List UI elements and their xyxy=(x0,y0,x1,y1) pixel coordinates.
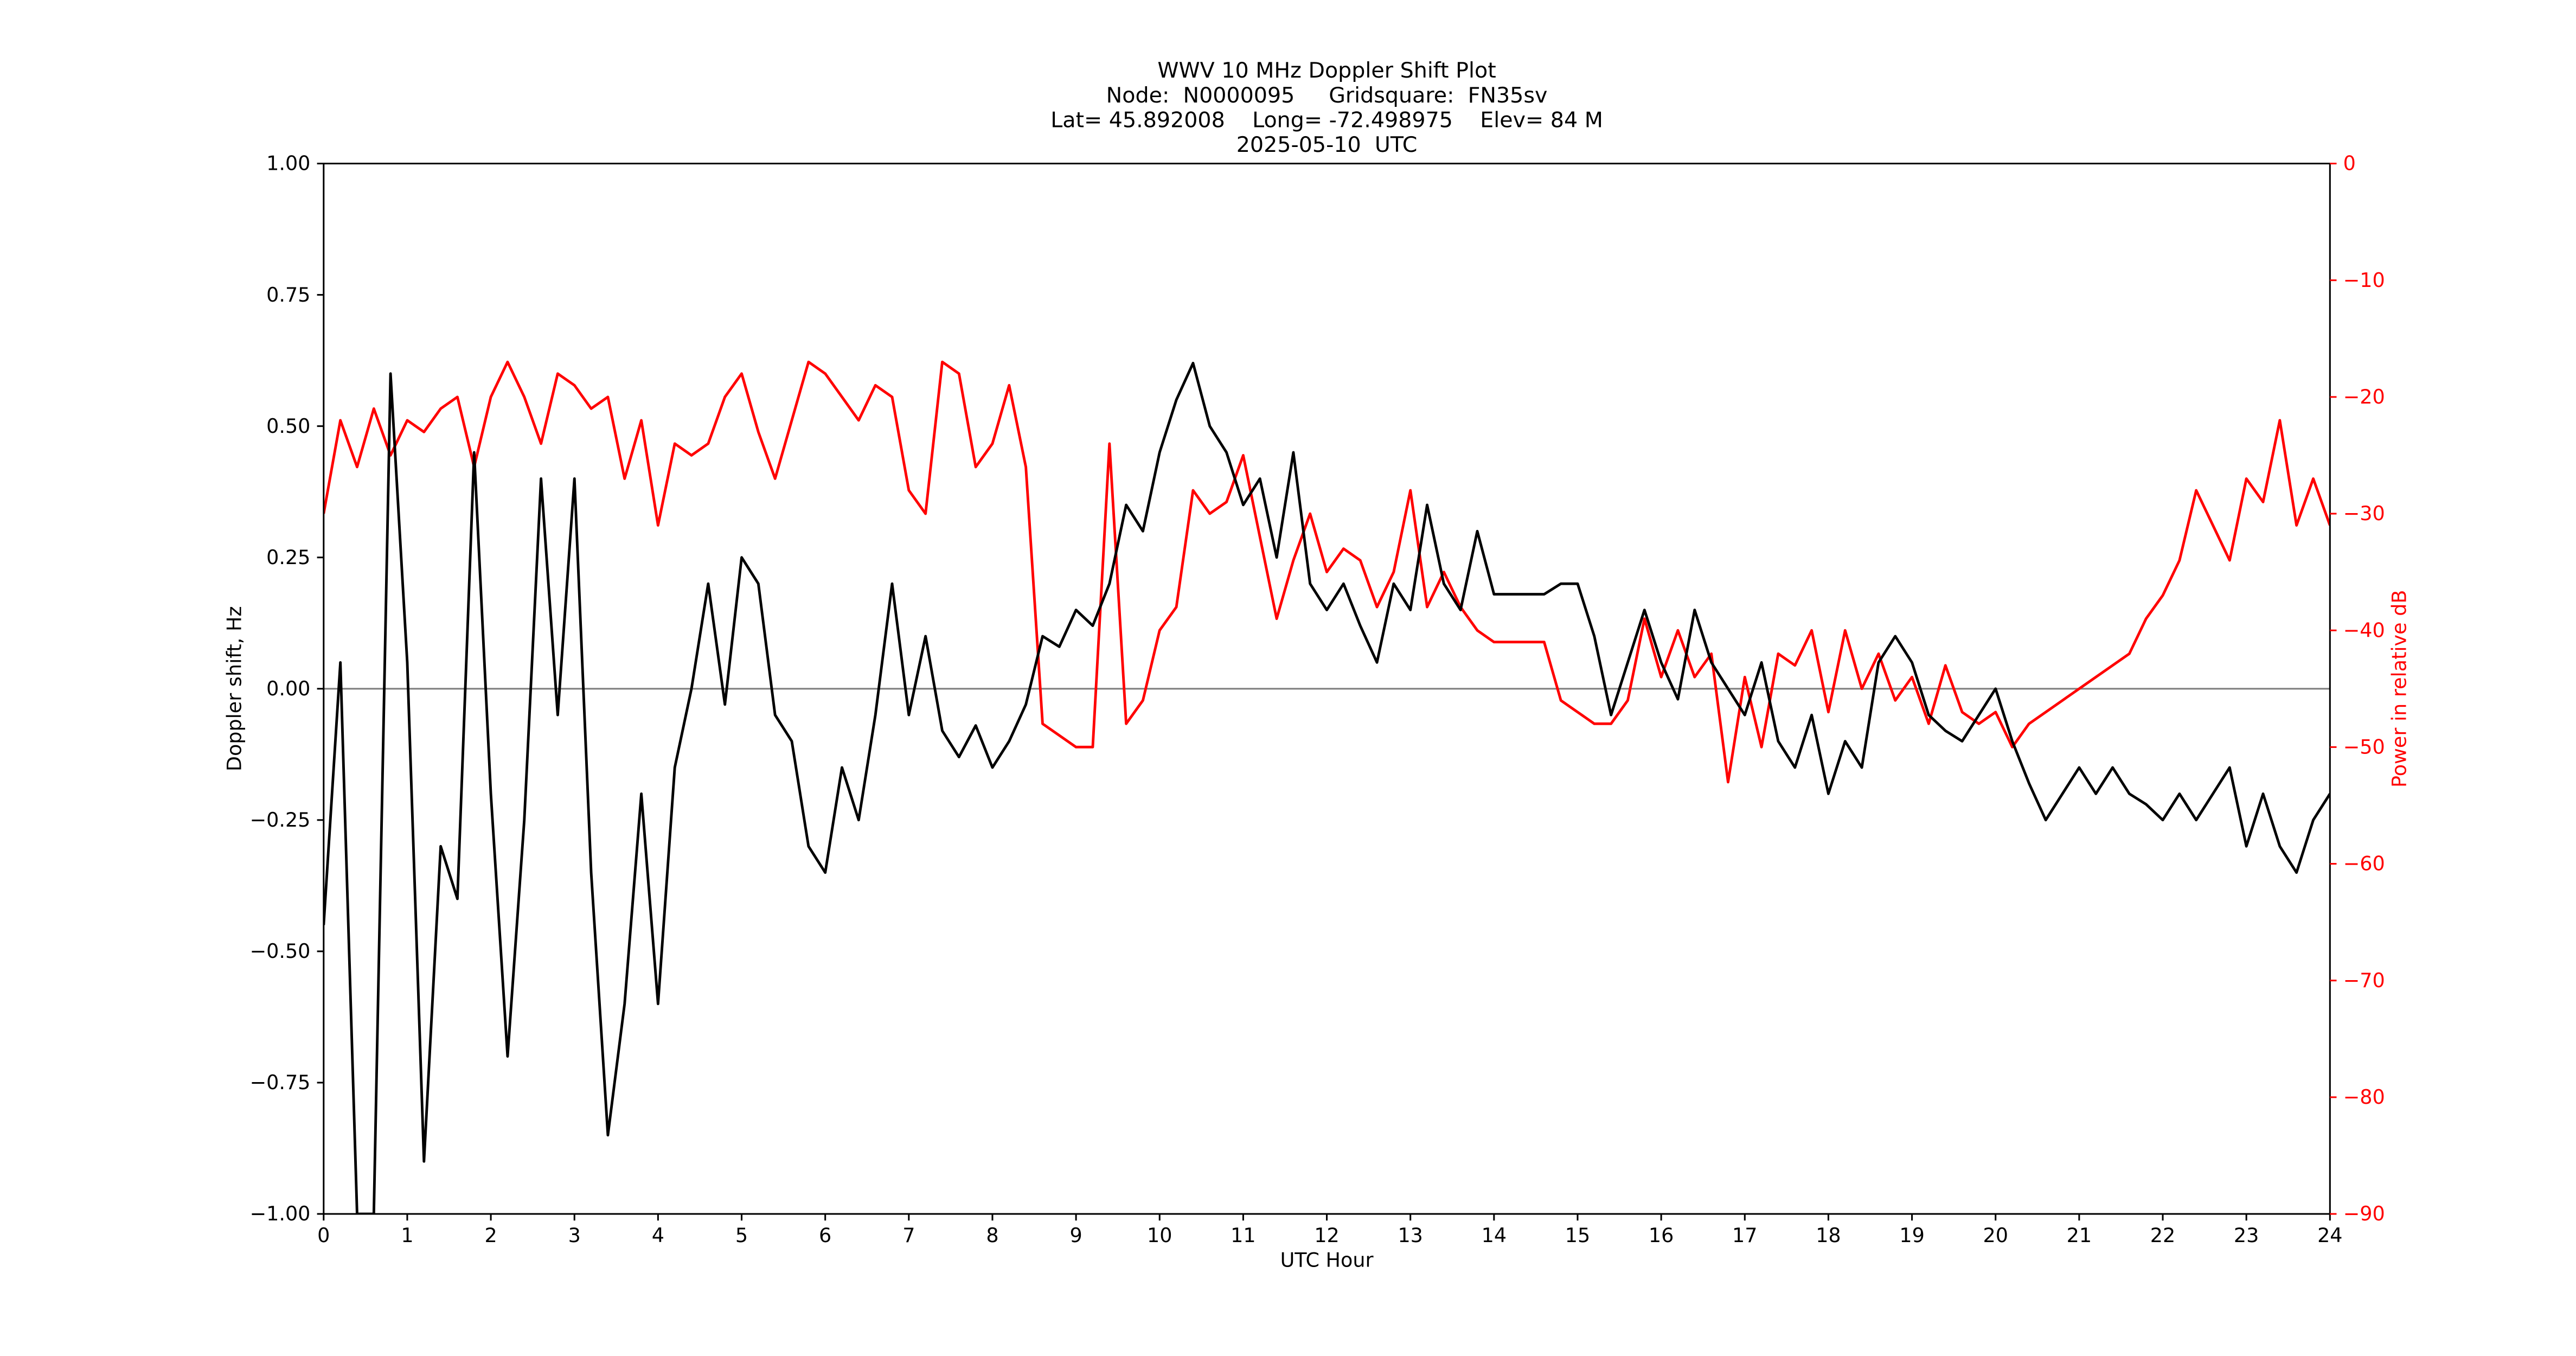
x-tick-label: 20 xyxy=(1983,1224,2008,1247)
x-tick-label: 17 xyxy=(1732,1224,1757,1247)
data-line xyxy=(323,360,2330,784)
x-tick-label: 16 xyxy=(1649,1224,1674,1247)
x-tick-label: 1 xyxy=(401,1224,413,1247)
x-tick-label: 10 xyxy=(1147,1224,1172,1247)
y2-tick-label: −50 xyxy=(2343,735,2385,759)
x-tick-label: 8 xyxy=(986,1224,998,1247)
chart-title: 2025-05-10 UTC xyxy=(1236,132,1418,157)
data-line xyxy=(323,362,2330,1214)
y2-tick-label: −30 xyxy=(2343,502,2385,525)
x-tick-label: 9 xyxy=(1069,1224,1082,1247)
x-tick-label: 3 xyxy=(568,1224,581,1247)
x-tick-label: 13 xyxy=(1398,1224,1422,1247)
y-tick-label: −1.00 xyxy=(250,1202,311,1225)
x-tick-label: 2 xyxy=(484,1224,497,1247)
x-axis-label: UTC Hour xyxy=(1280,1248,1374,1271)
chart-title: WWV 10 MHz Doppler Shift Plot xyxy=(1157,58,1496,83)
y-axis-label: Doppler shift, Hz xyxy=(223,606,246,771)
y2-tick-label: 0 xyxy=(2343,152,2356,175)
x-tick-label: 14 xyxy=(1482,1224,1507,1247)
x-tick-label: 12 xyxy=(1314,1224,1339,1247)
y2-axis-label: Power in relative dB xyxy=(2387,590,2411,788)
y-tick-label: −0.25 xyxy=(250,808,311,831)
x-tick-label: 7 xyxy=(902,1224,915,1247)
x-tick-label: 21 xyxy=(2067,1224,2092,1247)
y2-tick-label: −70 xyxy=(2343,969,2385,992)
x-tick-label: 22 xyxy=(2150,1224,2175,1247)
x-tick-label: 11 xyxy=(1231,1224,1255,1247)
x-tick-label: 4 xyxy=(652,1224,664,1247)
y2-tick-label: −20 xyxy=(2343,385,2385,408)
y-tick-label: 0.00 xyxy=(266,677,310,700)
y2-tick-label: −60 xyxy=(2343,852,2385,875)
y-tick-label: 0.75 xyxy=(266,283,310,306)
y2-tick-label: −10 xyxy=(2343,268,2385,292)
x-tick-label: 24 xyxy=(2317,1224,2342,1247)
x-tick-label: 18 xyxy=(1816,1224,1841,1247)
x-tick-label: 15 xyxy=(1565,1224,1590,1247)
y2-tick-label: −80 xyxy=(2343,1085,2385,1109)
chart-title: Lat= 45.892008 Long= -72.498975 Elev= 84… xyxy=(1050,108,1603,133)
chart-title: Node: N0000095 Gridsquare: FN35sv xyxy=(1106,83,1548,108)
x-tick-label: 19 xyxy=(1899,1224,1924,1247)
y-tick-label: −0.50 xyxy=(250,939,311,963)
y-tick-label: 0.25 xyxy=(266,546,310,569)
x-tick-label: 0 xyxy=(317,1224,330,1247)
y-tick-label: 1.00 xyxy=(266,152,310,175)
y-tick-label: 0.50 xyxy=(266,414,310,438)
y2-tick-label: −90 xyxy=(2343,1202,2385,1225)
x-tick-label: 6 xyxy=(819,1224,831,1247)
x-tick-label: 23 xyxy=(2234,1224,2259,1247)
y-tick-label: −0.75 xyxy=(250,1071,311,1094)
y2-tick-label: −40 xyxy=(2343,618,2385,642)
x-tick-label: 5 xyxy=(735,1224,748,1247)
